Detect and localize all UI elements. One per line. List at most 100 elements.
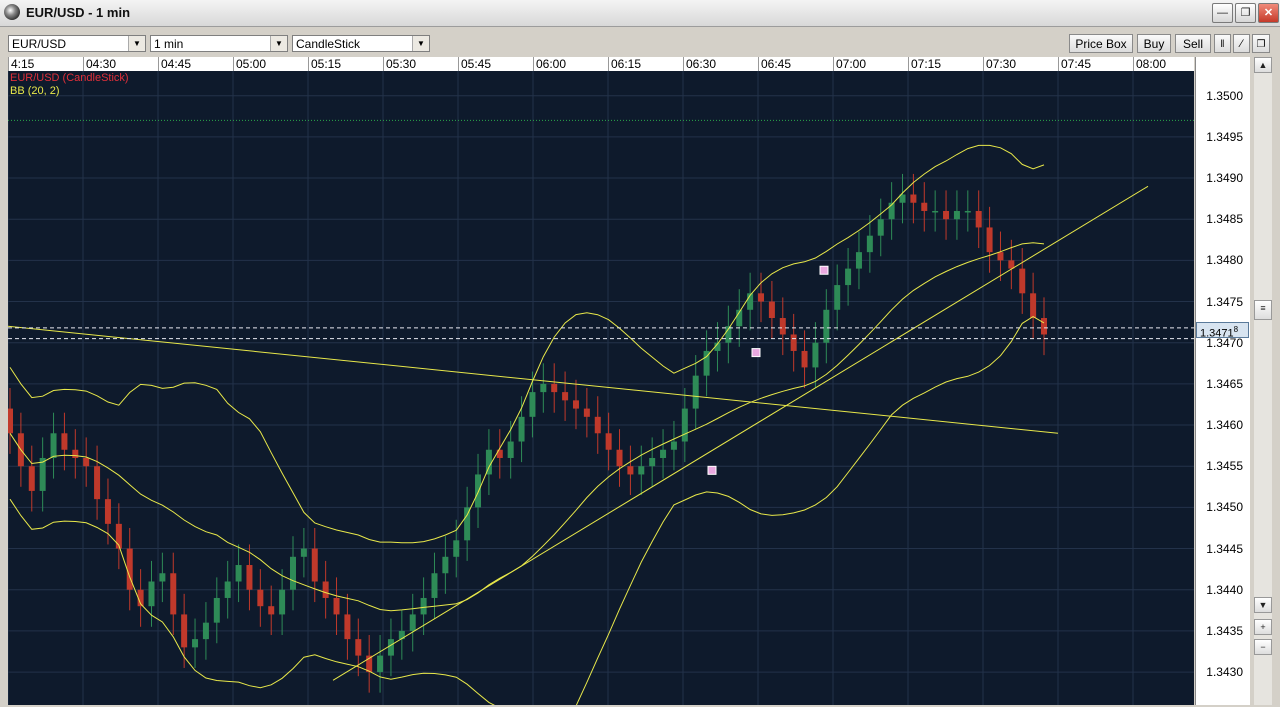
- candle-body: [834, 285, 841, 310]
- legend-indicator: BB (20, 2): [10, 85, 60, 97]
- candle-body: [268, 606, 275, 615]
- candle-body: [257, 589, 264, 607]
- detach-icon[interactable]: ❐: [1252, 34, 1270, 53]
- time-tick-label: 05:00: [233, 57, 266, 71]
- candle-body: [366, 655, 373, 673]
- candle-body: [202, 622, 209, 640]
- candle-body: [213, 597, 220, 623]
- candle-body: [311, 548, 318, 582]
- candle-body: [692, 375, 699, 409]
- price-tick-label: 1.3500: [1206, 88, 1243, 103]
- price-tick-label: 1.3440: [1206, 582, 1243, 597]
- candle-body: [747, 293, 754, 310]
- time-tick-label: 4:15: [8, 57, 34, 71]
- candle-body: [845, 268, 852, 286]
- candle-body: [300, 548, 307, 557]
- draw-line-icon[interactable]: ∕: [1233, 34, 1250, 53]
- candle-body: [148, 581, 155, 607]
- trade-marker: [819, 265, 829, 275]
- scroll-thumb[interactable]: ≡: [1254, 300, 1272, 320]
- candle-body: [725, 326, 732, 343]
- candle-body: [616, 449, 623, 467]
- candle-body: [279, 589, 286, 615]
- candle-body: [562, 392, 569, 401]
- candle-body: [94, 466, 101, 500]
- restore-button[interactable]: ❐: [1235, 3, 1256, 23]
- chevron-down-icon[interactable]: ▼: [412, 36, 429, 51]
- zoom-out-button[interactable]: −: [1254, 639, 1272, 655]
- time-tick-label: 04:30: [83, 57, 116, 71]
- candle-body: [485, 449, 492, 475]
- candles-icon[interactable]: ‖: [1214, 34, 1231, 53]
- candle-body: [50, 433, 57, 458]
- time-tick-label: 08:00: [1133, 57, 1166, 71]
- chevron-down-icon[interactable]: ▼: [270, 36, 287, 51]
- trend-line: [332, 185, 1149, 681]
- chart-type-select[interactable]: CandleStick ▼: [292, 35, 430, 52]
- candle-body: [540, 383, 547, 393]
- candle-body: [246, 565, 253, 590]
- candle-body: [181, 614, 188, 648]
- candle-body: [801, 350, 808, 368]
- current-price-label: 1.34718: [1196, 322, 1249, 340]
- candle-body: [322, 581, 329, 598]
- buy-button[interactable]: Buy: [1137, 34, 1171, 53]
- bollinger-upper-band: [9, 144, 1045, 544]
- candle-body: [660, 449, 667, 458]
- price-tick-label: 1.3480: [1206, 253, 1243, 268]
- candle-body: [431, 573, 438, 598]
- trade-marker: [751, 348, 761, 358]
- bollinger-middle-band: [9, 242, 1045, 612]
- candle-body: [442, 556, 449, 574]
- time-tick-label: 06:30: [683, 57, 716, 71]
- candle-body: [943, 210, 950, 220]
- candle-body: [475, 474, 482, 508]
- scroll-up-button[interactable]: ▲: [1254, 57, 1272, 73]
- price-tick-label: 1.3495: [1206, 129, 1243, 144]
- candle-body: [387, 639, 394, 656]
- price-tick-label: 1.3475: [1206, 294, 1243, 309]
- candle-body: [192, 639, 199, 648]
- chevron-down-icon[interactable]: ▼: [128, 36, 145, 51]
- candle-body: [921, 202, 928, 211]
- vertical-scrollbar[interactable]: ▲ ≡ ▼ + −: [1254, 57, 1272, 705]
- candle-body: [681, 408, 688, 442]
- scroll-down-button[interactable]: ▼: [1254, 597, 1272, 613]
- candle-body: [964, 210, 971, 213]
- candle-body: [953, 210, 960, 220]
- zoom-in-button[interactable]: +: [1254, 619, 1272, 635]
- price-tick-label: 1.3465: [1206, 376, 1243, 391]
- price-box-button[interactable]: Price Box: [1069, 34, 1133, 53]
- candle-body: [104, 499, 111, 524]
- trend-line: [8, 325, 1059, 434]
- symbol-select[interactable]: EUR/USD ▼: [8, 35, 146, 52]
- candle-body: [409, 614, 416, 631]
- minimize-button[interactable]: —: [1212, 3, 1233, 23]
- price-tick-label: 1.3430: [1206, 665, 1243, 680]
- chart-toolbar: EUR/USD ▼ 1 min ▼ CandleStick ▼ Price Bo…: [0, 27, 1280, 57]
- candle-body: [496, 449, 503, 458]
- candle-body: [355, 639, 362, 656]
- candle-body: [453, 540, 460, 557]
- candle-body: [83, 457, 90, 467]
- candle-body: [1041, 318, 1047, 335]
- price-tick-label: 1.3485: [1206, 212, 1243, 227]
- candle-body: [649, 457, 656, 467]
- bollinger-lower-band: [9, 316, 1045, 705]
- time-tick-label: 05:45: [458, 57, 491, 71]
- sell-button[interactable]: Sell: [1175, 34, 1211, 53]
- trade-marker: [707, 465, 717, 475]
- chart-area[interactable]: EUR/USD (CandleStick) BB (20, 2): [8, 71, 1194, 705]
- time-tick-label: 07:45: [1058, 57, 1091, 71]
- candle-body: [289, 556, 296, 590]
- symbol-value: EUR/USD: [12, 37, 67, 51]
- close-button[interactable]: ✕: [1258, 3, 1279, 23]
- candle-body: [28, 466, 35, 491]
- candle-body: [888, 202, 895, 220]
- price-tick-label: 1.3435: [1206, 623, 1243, 638]
- candle-body: [855, 252, 862, 269]
- interval-select[interactable]: 1 min ▼: [150, 35, 288, 52]
- title-bar: EUR/USD - 1 min — ❐ ✕: [0, 0, 1280, 27]
- time-tick-label: 06:00: [533, 57, 566, 71]
